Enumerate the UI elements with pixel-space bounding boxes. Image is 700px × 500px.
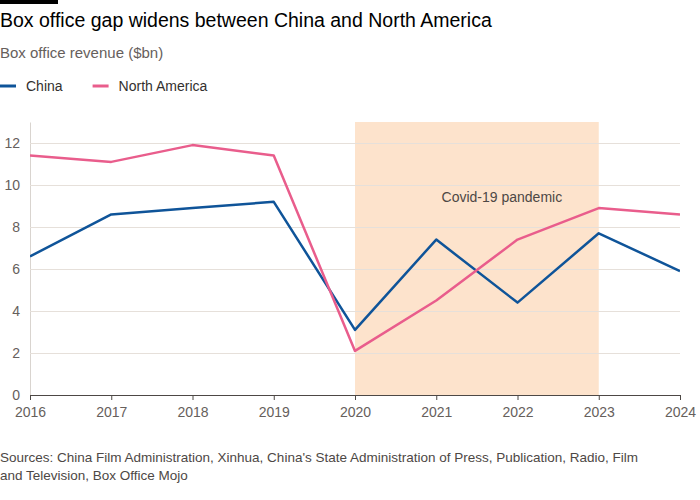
- x-axis: 2016 2017 2018 2019 2020 2021 2022 2023 2024: [15, 395, 696, 420]
- x-tick-mark: [680, 395, 681, 400]
- y-tick-label: 2: [12, 345, 20, 361]
- legend-label: North America: [119, 78, 208, 94]
- legend-label: China: [26, 78, 63, 94]
- shaded-region-label: Covid-19 pandemic: [442, 189, 563, 205]
- x-tick-mark: [599, 395, 600, 400]
- y-tick: 0: [12, 387, 680, 403]
- x-tick: 2016: [15, 395, 46, 420]
- x-tick-label: 2017: [96, 404, 127, 420]
- y-tick: 12: [4, 135, 680, 151]
- x-tick: 2019: [259, 395, 290, 420]
- shaded-region: [355, 122, 599, 395]
- x-tick-label: 2019: [259, 404, 290, 420]
- x-tick-label: 2023: [584, 404, 615, 420]
- x-tick-mark: [30, 395, 31, 400]
- series-line: [30, 202, 680, 330]
- grid-line: [30, 269, 680, 270]
- x-tick-label: 2021: [421, 404, 452, 420]
- x-tick-label: 2020: [340, 404, 371, 420]
- x-tick: 2023: [584, 395, 615, 420]
- legend: China North America: [0, 78, 208, 94]
- lines: [30, 145, 680, 351]
- x-tick-label: 2018: [177, 404, 208, 420]
- grid-line: [30, 311, 680, 312]
- y-tick: 6: [12, 261, 680, 277]
- x-tick-mark: [436, 395, 437, 400]
- y-tick-label: 4: [12, 303, 20, 319]
- x-tick-mark: [274, 395, 275, 400]
- x-tick: 2018: [177, 395, 208, 420]
- chart: Box office gap widens between China and …: [0, 0, 700, 500]
- shaded-region-group: [355, 122, 599, 395]
- y-axis-line: [30, 123, 31, 396]
- y-axis: 0 2 4 6 8 10 12: [4, 123, 680, 403]
- grid-line: [30, 185, 680, 186]
- x-tick-label: 2016: [15, 404, 46, 420]
- x-tick-label: 2022: [502, 404, 533, 420]
- legend-swatch: [93, 85, 109, 88]
- y-tick-label: 0: [12, 387, 20, 403]
- grid-line: [30, 353, 680, 354]
- subtitle: Box office revenue ($bn): [0, 44, 163, 61]
- series-line: [30, 145, 680, 351]
- header-bar: [0, 0, 58, 4]
- x-tick-mark: [193, 395, 194, 400]
- x-tick: 2017: [96, 395, 127, 420]
- x-tick: 2024: [665, 395, 696, 420]
- y-tick: 2: [12, 345, 680, 361]
- x-tick: 2021: [421, 395, 452, 420]
- x-tick-label: 2024: [665, 404, 696, 420]
- x-tick-mark: [518, 395, 519, 400]
- source: Sources: China Film Administration, Xinh…: [0, 450, 638, 483]
- x-tick-mark: [111, 395, 112, 400]
- x-tick-mark: [355, 395, 356, 400]
- y-tick: 8: [12, 219, 680, 235]
- grid-line: [30, 227, 680, 228]
- grid-line: [30, 143, 680, 144]
- legend-swatch: [0, 85, 16, 88]
- title: Box office gap widens between China and …: [0, 9, 492, 31]
- x-tick: 2022: [502, 395, 533, 420]
- y-tick: 10: [4, 177, 680, 193]
- y-tick-label: 8: [12, 219, 20, 235]
- y-tick-label: 12: [4, 135, 20, 151]
- y-tick-label: 10: [4, 177, 20, 193]
- x-tick: 2020: [340, 395, 371, 420]
- y-tick-label: 6: [12, 261, 20, 277]
